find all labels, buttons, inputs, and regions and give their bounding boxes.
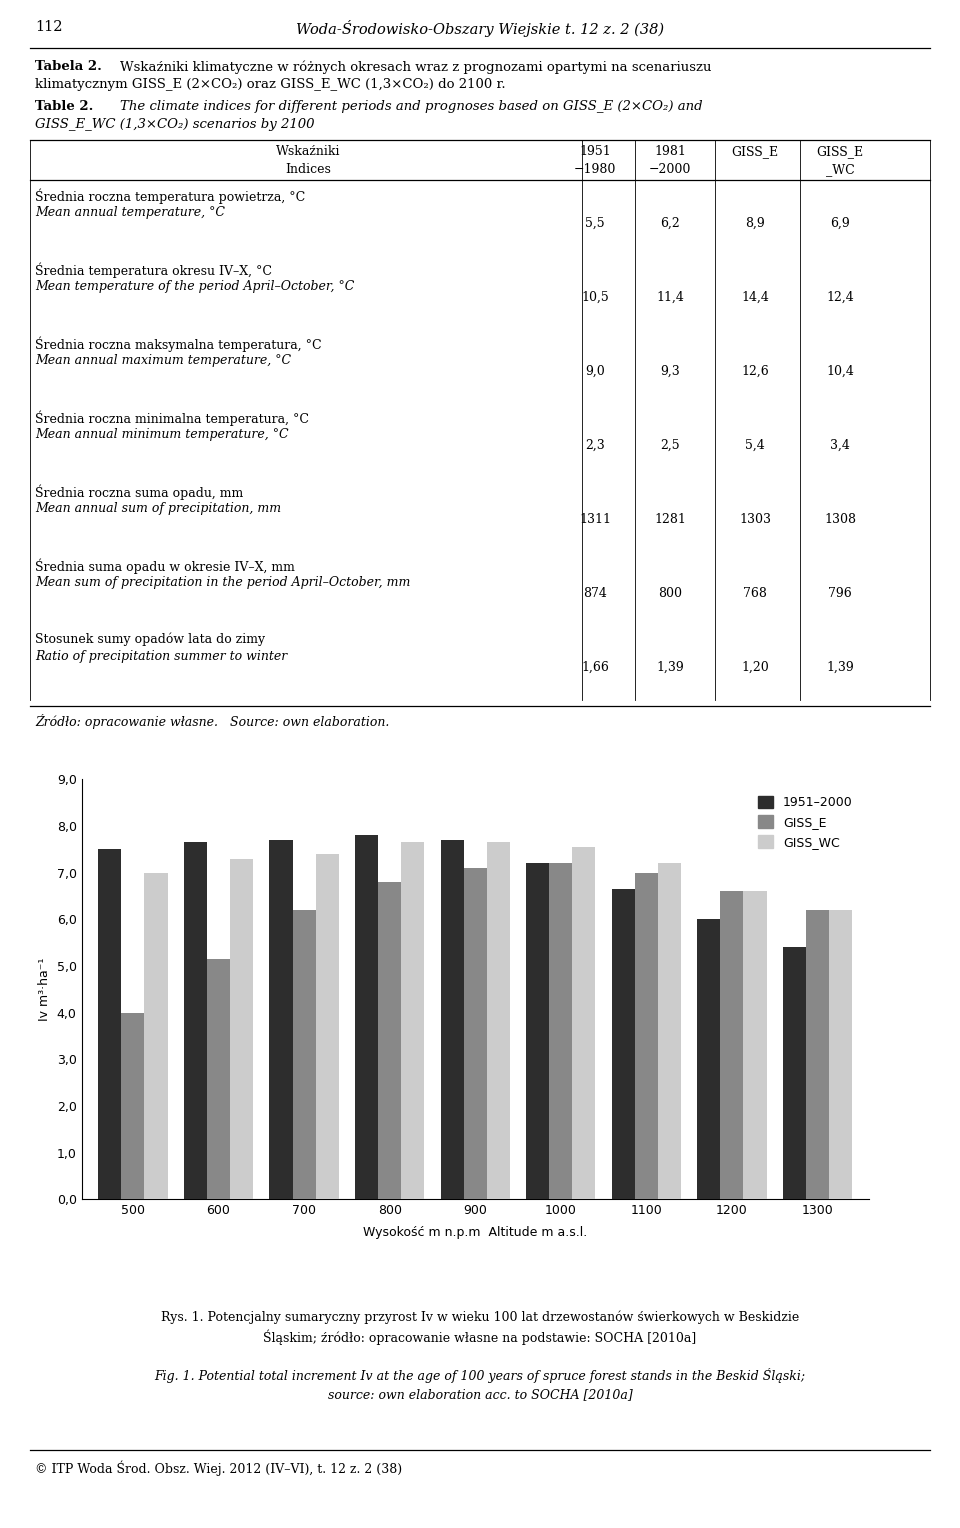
Bar xyxy=(572,847,595,1199)
Text: 6,2: 6,2 xyxy=(660,217,680,231)
Bar xyxy=(829,911,852,1199)
Text: Fig. 1. Potential total increment Iv at the age of 100 years of spruce forest st: Fig. 1. Potential total increment Iv at … xyxy=(155,1368,805,1401)
Bar xyxy=(98,850,121,1199)
Bar xyxy=(487,842,510,1199)
Bar xyxy=(355,836,378,1199)
Text: The climate indices for different periods and prognoses based on GISS_E (2×CO₂) : The climate indices for different period… xyxy=(120,99,703,113)
Text: 1951
−1980: 1951 −1980 xyxy=(574,145,616,176)
Text: Woda-Środowisko-Obszary Wiejskie t. 12 z. 2 (38): Woda-Środowisko-Obszary Wiejskie t. 12 z… xyxy=(296,20,664,37)
Bar xyxy=(270,840,293,1199)
Bar xyxy=(464,868,487,1199)
Text: Table 2.: Table 2. xyxy=(35,99,93,113)
Text: GISS_E_WC (1,3×CO₂) scenarios by 2100: GISS_E_WC (1,3×CO₂) scenarios by 2100 xyxy=(35,118,315,131)
Text: 796: 796 xyxy=(828,587,852,601)
Text: Mean temperature of the period April–October, °C: Mean temperature of the period April–Oct… xyxy=(35,280,354,293)
Bar xyxy=(612,889,635,1199)
Text: Mean annual maximum temperature, °C: Mean annual maximum temperature, °C xyxy=(35,354,291,367)
Text: 2,3: 2,3 xyxy=(586,439,605,452)
Text: 768: 768 xyxy=(743,587,767,601)
Text: 12,6: 12,6 xyxy=(741,365,769,377)
Text: 1308: 1308 xyxy=(824,513,856,526)
Text: 10,5: 10,5 xyxy=(581,290,609,304)
Bar xyxy=(720,891,743,1199)
Text: 12,4: 12,4 xyxy=(827,290,853,304)
Text: 10,4: 10,4 xyxy=(826,365,854,377)
Text: 1281: 1281 xyxy=(654,513,686,526)
Text: Średnia temperatura okresu IV–X, °C: Średnia temperatura okresu IV–X, °C xyxy=(35,261,272,278)
Text: 5,4: 5,4 xyxy=(745,439,765,452)
X-axis label: Wysokość m n.p.m  Altitude m a.s.l.: Wysokość m n.p.m Altitude m a.s.l. xyxy=(363,1225,588,1239)
Text: Ratio of precipitation summer to winter: Ratio of precipitation summer to winter xyxy=(35,649,287,663)
Text: Tabela 2.: Tabela 2. xyxy=(35,60,102,73)
Text: 1311: 1311 xyxy=(579,513,611,526)
Text: GISS_E
_WC: GISS_E _WC xyxy=(816,145,864,176)
Text: 8,9: 8,9 xyxy=(745,217,765,231)
Text: 874: 874 xyxy=(583,587,607,601)
Text: Średnia roczna suma opadu, mm: Średnia roczna suma opadu, mm xyxy=(35,484,243,500)
Bar xyxy=(293,911,316,1199)
Text: Mean annual temperature, °C: Mean annual temperature, °C xyxy=(35,206,225,219)
Y-axis label: Iv m³·ha⁻¹: Iv m³·ha⁻¹ xyxy=(38,958,51,1021)
Text: GISS_E: GISS_E xyxy=(732,145,779,157)
Text: 5,5: 5,5 xyxy=(586,217,605,231)
Bar xyxy=(549,863,572,1199)
Bar xyxy=(121,1013,145,1199)
Bar xyxy=(526,863,549,1199)
Bar xyxy=(145,872,168,1199)
Bar xyxy=(316,854,339,1199)
Text: 1,66: 1,66 xyxy=(581,662,609,674)
Bar xyxy=(378,882,401,1199)
Text: Wskaźniki klimatyczne w różnych okresach wraz z prognozami opartymi na scenarius: Wskaźniki klimatyczne w różnych okresach… xyxy=(120,60,711,73)
Text: Mean annual minimum temperature, °C: Mean annual minimum temperature, °C xyxy=(35,428,289,442)
Text: 11,4: 11,4 xyxy=(656,290,684,304)
Text: 800: 800 xyxy=(658,587,682,601)
Text: 3,4: 3,4 xyxy=(830,439,850,452)
Text: 1,39: 1,39 xyxy=(827,662,853,674)
Text: klimatycznym GISS_E (2×CO₂) oraz GISS_E_WC (1,3×CO₂) do 2100 r.: klimatycznym GISS_E (2×CO₂) oraz GISS_E_… xyxy=(35,78,506,92)
Text: Rys. 1. Potencjalny sumaryczny przyrost Iv w wieku 100 lat drzewostanów świerkow: Rys. 1. Potencjalny sumaryczny przyrost … xyxy=(161,1309,799,1345)
Text: 1981
−2000: 1981 −2000 xyxy=(649,145,691,176)
Text: Średnia suma opadu w okresie IV–X, mm: Średnia suma opadu w okresie IV–X, mm xyxy=(35,558,295,573)
Bar xyxy=(230,859,253,1199)
Text: Źródło: opracowanie własne.   Source: own elaboration.: Źródło: opracowanie własne. Source: own … xyxy=(35,714,390,729)
Text: 1,39: 1,39 xyxy=(656,662,684,674)
Bar xyxy=(184,842,207,1199)
Text: Stosunek sumy opadów lata do zimy: Stosunek sumy opadów lata do zimy xyxy=(35,633,265,645)
Bar xyxy=(658,863,681,1199)
Text: 1303: 1303 xyxy=(739,513,771,526)
Bar xyxy=(743,891,766,1199)
Text: Mean annual sum of precipitation, mm: Mean annual sum of precipitation, mm xyxy=(35,503,281,515)
Legend: 1951–2000, GISS_E, GISS_WC: 1951–2000, GISS_E, GISS_WC xyxy=(748,785,862,859)
Bar xyxy=(207,960,230,1199)
Text: 14,4: 14,4 xyxy=(741,290,769,304)
Text: 9,3: 9,3 xyxy=(660,365,680,377)
Text: Mean sum of precipitation in the period April–October, mm: Mean sum of precipitation in the period … xyxy=(35,576,410,588)
Bar xyxy=(441,840,464,1199)
Text: © ITP Woda Środ. Obsz. Wiej. 2012 (IV–VI), t. 12 z. 2 (38): © ITP Woda Środ. Obsz. Wiej. 2012 (IV–VI… xyxy=(35,1459,402,1476)
Text: 1,20: 1,20 xyxy=(741,662,769,674)
Bar xyxy=(697,920,720,1199)
Bar xyxy=(782,947,805,1199)
Text: 112: 112 xyxy=(35,20,62,34)
Bar xyxy=(635,872,658,1199)
Text: Wskaźniki
Indices: Wskaźniki Indices xyxy=(276,145,340,176)
Text: 6,9: 6,9 xyxy=(830,217,850,231)
Text: Średnia roczna minimalna temperatura, °C: Średnia roczna minimalna temperatura, °C xyxy=(35,410,309,425)
Bar xyxy=(805,911,829,1199)
Text: 9,0: 9,0 xyxy=(586,365,605,377)
Text: 2,5: 2,5 xyxy=(660,439,680,452)
Text: Średnia roczna temperatura powietrza, °C: Średnia roczna temperatura powietrza, °C xyxy=(35,188,305,203)
Text: Średnia roczna maksymalna temperatura, °C: Średnia roczna maksymalna temperatura, °… xyxy=(35,336,322,351)
Bar xyxy=(401,842,424,1199)
